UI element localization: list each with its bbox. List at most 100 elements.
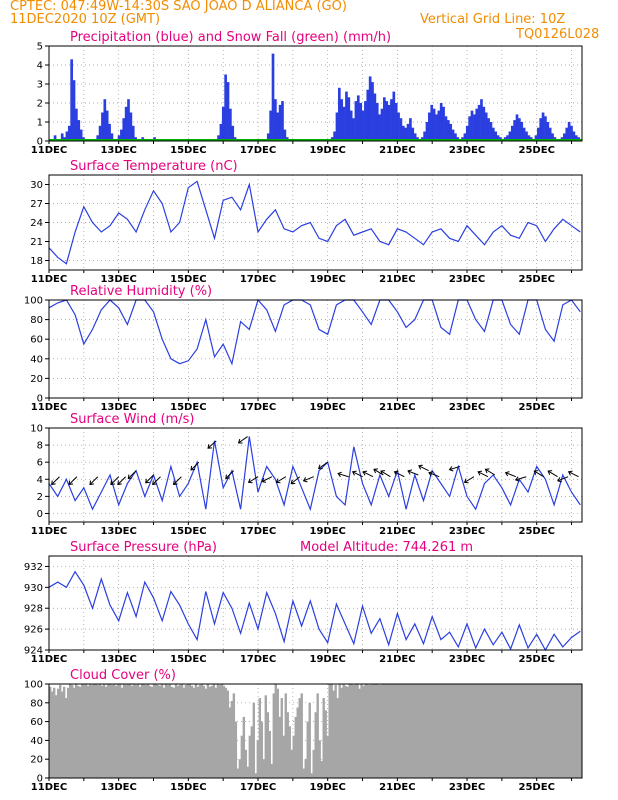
cloud-bar xyxy=(490,684,493,778)
precip-bar xyxy=(53,135,57,141)
cloud-bar xyxy=(392,684,395,778)
y-tick-label: 0 xyxy=(37,774,43,785)
cloud-bar xyxy=(206,684,210,778)
cloud-bar xyxy=(120,687,124,778)
cloud-bar xyxy=(208,686,212,778)
precip-bar xyxy=(508,131,512,141)
precip-bar xyxy=(428,112,431,141)
x-tick-label: 15DEC xyxy=(170,274,206,285)
wind-arrow-head xyxy=(514,476,520,482)
wind-arrow xyxy=(238,436,248,444)
cloud-bar xyxy=(130,685,134,778)
cloud-bar xyxy=(418,684,421,778)
cloud-bar xyxy=(522,684,525,778)
cloud-bar xyxy=(56,688,60,778)
precip-panel xyxy=(45,45,583,144)
precip-bar xyxy=(565,127,569,141)
y-tick-label: 60 xyxy=(30,717,43,728)
cloud-bar xyxy=(428,684,431,778)
cloud-bar xyxy=(144,684,148,778)
cloud-bar xyxy=(122,684,126,778)
cloud-bar xyxy=(94,684,98,778)
x-tick-label: 21DEC xyxy=(379,402,415,413)
wind-arrow xyxy=(568,471,579,478)
x-tick-label: 15DEC xyxy=(170,782,206,793)
cloud-bar xyxy=(150,686,154,778)
x-tick-label: 15DEC xyxy=(170,526,206,537)
x-tick-label: 21DEC xyxy=(379,654,415,665)
y-tick-label: 4 xyxy=(37,61,43,72)
cloud-bar xyxy=(348,684,351,778)
cloud-bar xyxy=(300,693,303,778)
cloud-bar xyxy=(182,687,186,778)
precip-bar xyxy=(283,129,287,141)
wind-arrow-head xyxy=(127,474,133,480)
cloud-bar xyxy=(184,684,188,778)
y-tick-label: 3 xyxy=(37,80,43,91)
x-tick-label: 17DEC xyxy=(240,526,276,537)
cloud-bar xyxy=(544,684,547,778)
wind-arrow-head xyxy=(448,466,454,472)
cloud-bar xyxy=(280,698,283,778)
cloud-bar xyxy=(232,693,236,778)
cloud-bar xyxy=(466,684,469,778)
cloud-bar xyxy=(496,684,499,778)
wind-arrow xyxy=(362,471,374,478)
rh-frame xyxy=(48,299,583,399)
precip-bar xyxy=(103,99,107,141)
cloud-bar xyxy=(430,684,433,778)
x-tick-label: 17DEC xyxy=(240,402,276,413)
cloud-bar xyxy=(320,761,323,778)
cloud-bar xyxy=(194,684,198,778)
cloud-bar xyxy=(310,773,313,778)
header-grid-note: Vertical Grid Line: 10Z xyxy=(420,12,566,27)
cloud-bar xyxy=(382,684,385,778)
cloud-bar xyxy=(170,686,174,778)
precip-bar xyxy=(375,103,379,141)
precip-bar xyxy=(473,114,476,141)
x-tick-label: 23DEC xyxy=(449,274,485,285)
precip-bar xyxy=(269,110,272,141)
precip-bar xyxy=(108,123,111,141)
wind-arrow xyxy=(290,476,301,484)
x-tick-label: 23DEC xyxy=(449,782,485,793)
wind-arrow xyxy=(352,471,363,478)
precip-bar xyxy=(60,133,64,141)
cloud-bar xyxy=(268,731,271,778)
cloud-bar xyxy=(528,684,531,778)
precip-bar xyxy=(229,108,232,141)
y-tick-label: 40 xyxy=(30,354,43,365)
y-tick-label: 928 xyxy=(24,604,43,615)
wind-arrow-head xyxy=(351,470,357,476)
cloud-panel xyxy=(45,683,583,781)
precip-bar xyxy=(468,116,471,141)
y-tick-label: 5 xyxy=(37,42,43,53)
cloud-bar xyxy=(532,684,535,778)
y-tick-label: 100 xyxy=(24,296,43,307)
cloud-bar xyxy=(402,684,405,778)
wind-arrow xyxy=(477,471,489,478)
precip-bar xyxy=(451,129,455,141)
wind-arrow-head xyxy=(225,474,230,480)
cloud-bar xyxy=(538,684,541,778)
precip-bar xyxy=(404,127,408,141)
cloud-bar xyxy=(424,684,427,778)
wind-arrow-head xyxy=(504,471,510,477)
y-tick-label: 6 xyxy=(37,458,43,469)
cloud-bar xyxy=(314,712,317,778)
cloud-bar xyxy=(86,685,90,778)
x-tick-label: 25DEC xyxy=(519,402,555,413)
cloud-bar xyxy=(450,684,453,778)
cloud-bar xyxy=(504,684,507,778)
precip-bar xyxy=(563,133,566,141)
cloud-bar xyxy=(106,684,110,778)
x-tick-label: 25DEC xyxy=(519,274,555,285)
wind-arrow xyxy=(428,472,440,478)
x-tick-label: 11DEC xyxy=(31,402,67,413)
y-tick-label: 2 xyxy=(37,99,43,110)
precip-bar xyxy=(274,99,277,141)
cloud-bar xyxy=(400,684,403,778)
cloud-bar xyxy=(110,684,114,778)
cloud-bar xyxy=(116,684,120,778)
cloud-bar xyxy=(288,726,291,778)
